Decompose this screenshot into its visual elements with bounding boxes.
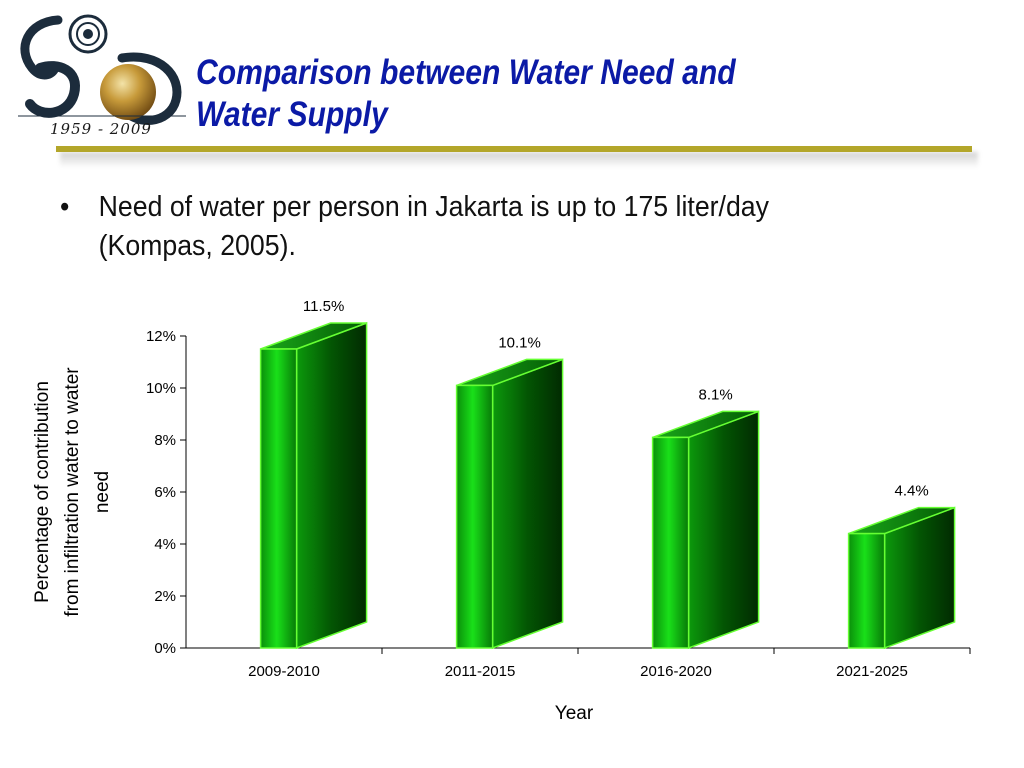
bar — [455, 358, 564, 650]
y-tick-label: 4% — [154, 536, 176, 553]
bar-side-face — [295, 321, 368, 650]
x-tick-label: 2021-2025 — [836, 663, 908, 680]
bar-side-face — [491, 358, 564, 650]
y-axis-label-line: from infiltration water to water — [62, 367, 83, 617]
bullet-item: • Need of water per person in Jakarta is… — [60, 188, 888, 266]
bar — [651, 410, 760, 650]
logo-years: 1959 - 2009 — [50, 120, 152, 138]
x-tick-label: 2016-2020 — [640, 663, 712, 680]
page-title: Comparison between Water Need and Water … — [196, 53, 736, 134]
bullet-text: Need of water per person in Jakarta is u… — [98, 191, 769, 262]
bar — [259, 321, 368, 650]
bar-front-face — [455, 384, 494, 649]
bar — [847, 506, 956, 650]
y-tick-label: 8% — [154, 432, 176, 449]
bullet-symbol: • — [60, 191, 70, 223]
bar-data-label: 4.4% — [894, 483, 928, 500]
bar-data-label: 8.1% — [698, 386, 732, 403]
x-tick-label: 2011-2015 — [445, 663, 516, 680]
bar-front-face — [847, 532, 886, 649]
x-tick-label: 2009-2010 — [248, 663, 320, 680]
y-axis-label-line: need — [92, 471, 113, 513]
bar-data-label: 10.1% — [498, 334, 541, 351]
bar-data-label: 11.5% — [303, 298, 344, 315]
anniversary-logo — [10, 6, 190, 146]
bar-front-face — [259, 348, 298, 649]
y-axis-label-line: Percentage of contribution — [32, 381, 53, 603]
y-tick-label: 12% — [146, 328, 176, 345]
y-tick-label: 6% — [154, 484, 176, 501]
title-rule-shadow — [60, 152, 978, 168]
bar-front-face — [651, 436, 690, 649]
y-axis-label: Percentage of contribution from infiltrat… — [32, 367, 113, 617]
bar-side-face — [687, 410, 760, 650]
y-tick-label: 2% — [154, 588, 176, 605]
y-tick-label: 10% — [146, 380, 176, 397]
x-axis-label: Year — [555, 703, 594, 724]
title-rule — [56, 146, 972, 152]
y-tick-label: 0% — [154, 640, 176, 657]
